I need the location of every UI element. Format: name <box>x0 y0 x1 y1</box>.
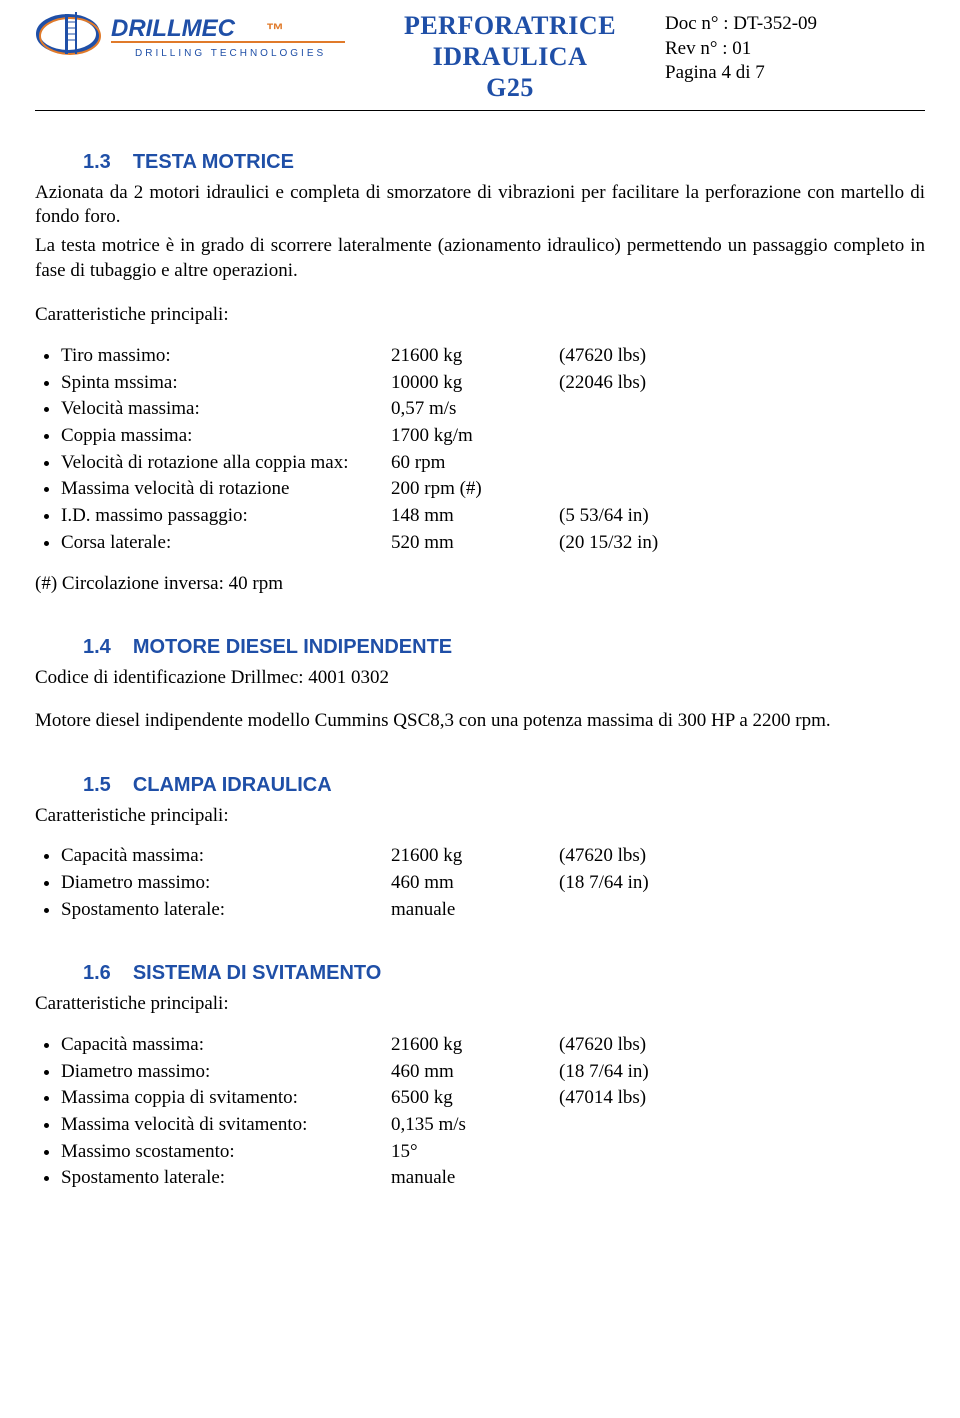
spec-value: 0,57 m/s <box>391 397 559 422</box>
spec-label: Massima coppia di svitamento: <box>61 1086 391 1111</box>
spec-value: manuale <box>391 1166 559 1191</box>
doc-title: PERFORATRICE IDRAULICA G25 <box>355 10 665 104</box>
spec-item: Massima velocità di svitamento:0,135 m/s <box>61 1113 925 1138</box>
spec-label: I.D. massimo passaggio: <box>61 504 391 529</box>
doc-page: Pagina 4 di 7 <box>665 61 925 86</box>
spec-label: Diametro massimo: <box>61 871 391 896</box>
title-line-2: IDRAULICA <box>355 41 665 72</box>
spec-alt: (18 7/64 in) <box>559 871 925 896</box>
logo-cell: DRILLMEC ™ DRILLING TECHNOLOGIES <box>35 10 355 66</box>
spec-value: 520 mm <box>391 531 559 556</box>
spec-alt <box>559 477 925 502</box>
footnote: (#) Circolazione inversa: 40 rpm <box>35 572 925 597</box>
spec-alt: (5 53/64 in) <box>559 504 925 529</box>
spec-label: Massima velocità di svitamento: <box>61 1113 391 1138</box>
spec-alt <box>559 424 925 449</box>
doc-info: Doc n° : DT-352-09 Rev n° : 01 Pagina 4 … <box>665 10 925 86</box>
spec-label: Massima velocità di rotazione <box>61 477 391 502</box>
spec-list: Capacità massima:21600 kg(47620 lbs)Diam… <box>35 1033 925 1191</box>
spec-label: Spinta mssima: <box>61 371 391 396</box>
spec-item: I.D. massimo passaggio:148 mm(5 53/64 in… <box>61 504 925 529</box>
title-line-3: G25 <box>355 72 665 103</box>
spec-item: Spostamento laterale:manuale <box>61 898 925 923</box>
spec-value: manuale <box>391 898 559 923</box>
para: Azionata da 2 motori idraulici e complet… <box>35 181 925 230</box>
title-line-1: PERFORATRICE <box>355 10 665 41</box>
spec-value: 0,135 m/s <box>391 1113 559 1138</box>
char-label: Caratteristiche principali: <box>35 303 925 328</box>
svg-text:™: ™ <box>266 20 284 40</box>
spec-item: Massima coppia di svitamento:6500 kg(470… <box>61 1086 925 1111</box>
spec-item: Diametro massimo:460 mm(18 7/64 in) <box>61 871 925 896</box>
codice: Codice di identificazione Drillmec: 4001… <box>35 666 925 691</box>
spec-list: Capacità massima:21600 kg(47620 lbs)Diam… <box>35 844 925 922</box>
spec-alt <box>559 898 925 923</box>
brand-logo: DRILLMEC ™ DRILLING TECHNOLOGIES <box>35 10 355 66</box>
spec-value: 200 rpm (#) <box>391 477 559 502</box>
section-heading-16: 1.6SISTEMA DI SVITAMENTO <box>35 960 925 986</box>
spec-alt <box>559 1140 925 1165</box>
spec-item: Corsa laterale:520 mm(20 15/32 in) <box>61 531 925 556</box>
spec-item: Coppia massima:1700 kg/m <box>61 424 925 449</box>
spec-label: Capacità massima: <box>61 844 391 869</box>
spec-value: 21600 kg <box>391 1033 559 1058</box>
spec-label: Spostamento laterale: <box>61 898 391 923</box>
spec-alt <box>559 1166 925 1191</box>
spec-alt: (47014 lbs) <box>559 1086 925 1111</box>
spec-alt: (22046 lbs) <box>559 371 925 396</box>
spec-value: 60 rpm <box>391 451 559 476</box>
spec-alt <box>559 451 925 476</box>
spec-item: Massima velocità di rotazione200 rpm (#) <box>61 477 925 502</box>
spec-alt: (20 15/32 in) <box>559 531 925 556</box>
spec-label: Coppia massima: <box>61 424 391 449</box>
spec-label: Velocità massima: <box>61 397 391 422</box>
spec-value: 10000 kg <box>391 371 559 396</box>
spec-value: 460 mm <box>391 1060 559 1085</box>
spec-item: Tiro massimo:21600 kg(47620 lbs) <box>61 344 925 369</box>
spec-item: Massimo scostamento:15° <box>61 1140 925 1165</box>
doc-no: Doc n° : DT-352-09 <box>665 12 925 37</box>
spec-alt: (18 7/64 in) <box>559 1060 925 1085</box>
spec-item: Diametro massimo:460 mm(18 7/64 in) <box>61 1060 925 1085</box>
spec-list: Tiro massimo:21600 kg(47620 lbs)Spinta m… <box>35 344 925 556</box>
char-label: Caratteristiche principali: <box>35 992 925 1017</box>
spec-value: 15° <box>391 1140 559 1165</box>
section-heading-15: 1.5CLAMPA IDRAULICA <box>35 772 925 798</box>
spec-value: 148 mm <box>391 504 559 529</box>
spec-value: 1700 kg/m <box>391 424 559 449</box>
spec-item: Spostamento laterale:manuale <box>61 1166 925 1191</box>
spec-alt: (47620 lbs) <box>559 344 925 369</box>
para: La testa motrice è in grado di scorrere … <box>35 234 925 283</box>
para: Motore diesel indipendente modello Cummi… <box>35 709 925 734</box>
spec-alt: (47620 lbs) <box>559 844 925 869</box>
spec-label: Corsa laterale: <box>61 531 391 556</box>
spec-value: 6500 kg <box>391 1086 559 1111</box>
spec-item: Capacità massima:21600 kg(47620 lbs) <box>61 844 925 869</box>
doc-header: DRILLMEC ™ DRILLING TECHNOLOGIES PERFORA… <box>35 10 925 111</box>
section-heading-14: 1.4MOTORE DIESEL INDIPENDENTE <box>35 634 925 660</box>
spec-value: 21600 kg <box>391 344 559 369</box>
spec-alt: (47620 lbs) <box>559 1033 925 1058</box>
spec-item: Velocità massima:0,57 m/s <box>61 397 925 422</box>
logo-tagline: DRILLING TECHNOLOGIES <box>135 48 326 59</box>
section-heading-13: 1.3TESTA MOTRICE <box>35 149 925 175</box>
char-label: Caratteristiche principali: <box>35 804 925 829</box>
spec-item: Capacità massima:21600 kg(47620 lbs) <box>61 1033 925 1058</box>
spec-item: Velocità di rotazione alla coppia max:60… <box>61 451 925 476</box>
spec-label: Massimo scostamento: <box>61 1140 391 1165</box>
spec-label: Tiro massimo: <box>61 344 391 369</box>
spec-value: 21600 kg <box>391 844 559 869</box>
doc-rev: Rev n° : 01 <box>665 37 925 62</box>
spec-item: Spinta mssima:10000 kg(22046 lbs) <box>61 371 925 396</box>
logo-brand-text: DRILLMEC <box>111 15 236 42</box>
spec-value: 460 mm <box>391 871 559 896</box>
spec-label: Spostamento laterale: <box>61 1166 391 1191</box>
spec-alt <box>559 1113 925 1138</box>
spec-label: Capacità massima: <box>61 1033 391 1058</box>
spec-label: Velocità di rotazione alla coppia max: <box>61 451 391 476</box>
spec-label: Diametro massimo: <box>61 1060 391 1085</box>
spec-alt <box>559 397 925 422</box>
